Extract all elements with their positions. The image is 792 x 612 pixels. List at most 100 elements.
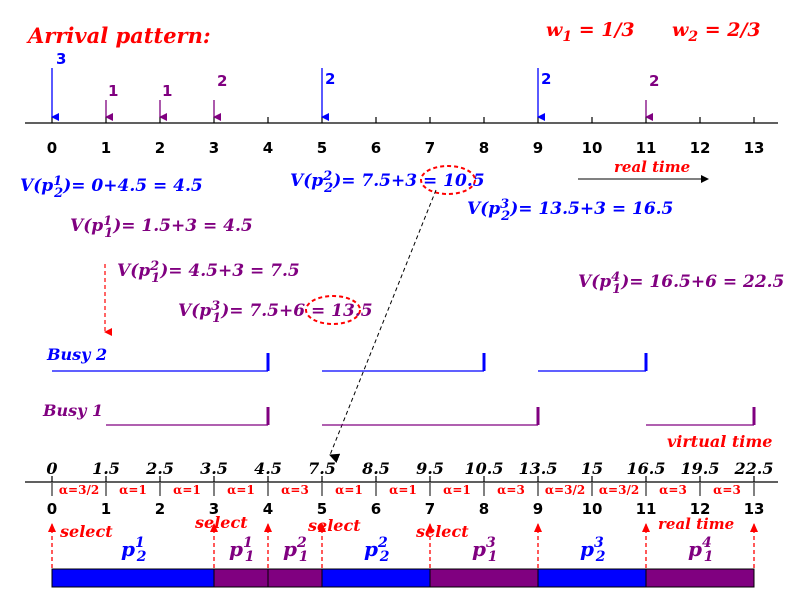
alpha-label: α=3 — [713, 483, 741, 497]
virtual-axis-tick-label: 15 — [581, 459, 603, 478]
top-axis-tick-label: 3 — [209, 139, 219, 157]
select-arrowhead — [426, 523, 434, 532]
virtual-axis-tick-label: 13.5 — [519, 459, 558, 478]
bottom-axis-tick-label: 4 — [263, 500, 273, 518]
virtual-axis-tick-label: 9.5 — [416, 459, 444, 478]
formula-v-p1-2: V(p2 1)= 4.5+3 = 7.5 — [117, 259, 300, 286]
top-axis-tick-label: 6 — [371, 139, 381, 157]
top-axis-tick-label: 7 — [425, 139, 435, 157]
bottom-axis-tick-label: 3 — [209, 500, 219, 518]
select-arrowhead — [750, 523, 758, 532]
formula-v-p1-4: V(p4 1)= 16.5+6 = 22.5 — [578, 270, 784, 297]
select-markers: select select select select — [48, 513, 758, 568]
schedule-segment — [51, 568, 215, 588]
arrival-markers: 3 1 1 2 2 2 2 — [51, 50, 659, 121]
select-arrowhead — [642, 523, 650, 532]
top-axis-tick-label: 5 — [317, 139, 327, 157]
bottom-axis-tick-label: 6 — [371, 500, 381, 518]
service-schedule: p1 2 p1 1 p2 1 p2 2 p3 1 p3 2 p4 1 — [51, 535, 755, 588]
schedule-segment — [321, 568, 431, 588]
arrival-count: 1 — [108, 82, 118, 100]
arrival-count: 3 — [56, 50, 66, 68]
alpha-labels: α=3/2 α=1 α=1 α=1 α=3 α=1 α=1 α=1 α=3 α=3/2 α=3/2 α… — [51, 483, 755, 497]
busy-2-periods — [52, 353, 648, 372]
bottom-real-time-axis: 0 1 2 3 4 5 6 7 8 9 10 11 12 13 — [47, 500, 765, 518]
virtual-axis-tick-label: 4.5 — [254, 459, 282, 478]
arrival-count: 2 — [649, 72, 659, 90]
alpha-label: α=3 — [659, 483, 687, 497]
arrival-count: 2 — [541, 70, 551, 88]
bottom-axis-tick-label: 12 — [690, 500, 711, 518]
alpha-label: α=1 — [443, 483, 471, 497]
alpha-label: α=3/2 — [599, 483, 639, 497]
bottom-axis-tick-label: 0 — [47, 500, 57, 518]
virtual-axis-tick-label: 7.5 — [308, 459, 336, 478]
bottom-axis-tick-label: 2 — [155, 500, 165, 518]
top-axis-tick-label: 0 — [47, 139, 57, 157]
alpha-label: α=1 — [227, 483, 255, 497]
top-axis-tick-label: 11 — [636, 139, 657, 157]
diagram-title: Arrival pattern: — [26, 23, 211, 48]
schedule-segment — [537, 568, 647, 588]
bottom-axis-tick-label: 7 — [425, 500, 435, 518]
select-arrowhead — [318, 523, 326, 532]
schedule-packet-label: p1 2 — [121, 535, 147, 565]
alpha-label: α=3/2 — [545, 483, 585, 497]
weight-w2: w2 = 2/3 — [672, 19, 761, 45]
virtual-time-label: virtual time — [667, 432, 772, 451]
formula-v-p2-2: V(p2 2)= 7.5+3 = 10.5 — [290, 169, 485, 196]
bottom-axis-tick-label: 1 — [101, 500, 111, 518]
select-arrowhead — [534, 523, 542, 532]
weight-w1: w1 = 1/3 — [546, 19, 635, 45]
real-time-indicator: real time — [578, 158, 709, 183]
top-axis-tick-label: 8 — [479, 139, 489, 157]
alpha-label: α=3 — [497, 483, 525, 497]
bottom-axis-tick-label: 5 — [317, 500, 327, 518]
schedule-segment — [213, 568, 269, 588]
select-arrowhead — [48, 523, 56, 532]
virtual-axis-tick-label: 2.5 — [145, 459, 174, 478]
highlight-circle-10-5 — [420, 165, 476, 195]
bottom-axis-tick-label: 10 — [582, 500, 603, 518]
top-axis-tick-label: 13 — [744, 139, 765, 157]
select-arrowhead — [264, 523, 272, 532]
busy-2-label: Busy 2 — [46, 345, 107, 364]
alpha-label: α=3/2 — [59, 483, 99, 497]
schedule-segment — [645, 568, 755, 588]
virtual-axis-tick-label: 16.5 — [627, 459, 666, 478]
top-axis-tick-label: 2 — [155, 139, 165, 157]
mapping-arrow — [329, 189, 437, 463]
busy-1-periods — [106, 407, 756, 426]
busy-1-label: Busy 1 — [42, 401, 103, 420]
select-label: select — [194, 513, 248, 532]
formula-v-p2-3: V(p3 2)= 13.5+3 = 16.5 — [467, 197, 673, 224]
schedule-packet-label: p1 1 — [229, 535, 254, 565]
top-axis-tick-label: 1 — [101, 139, 111, 157]
virtual-axis-tick-label: 8.5 — [361, 459, 390, 478]
top-axis-tick-label: 9 — [533, 139, 543, 157]
virtual-axis-tick-label: 3.5 — [200, 459, 228, 478]
virtual-axis-tick-label: 19.5 — [681, 459, 720, 478]
schedule-segment — [429, 568, 539, 588]
select-label: select — [59, 522, 113, 541]
alpha-label: α=3 — [281, 483, 309, 497]
alpha-label: α=1 — [119, 483, 147, 497]
alpha-label: α=1 — [389, 483, 417, 497]
virtual-axis-tick-label: 0 — [46, 459, 57, 478]
schedule-packet-label: p2 1 — [283, 535, 308, 565]
schedule-packet-label: p3 1 — [472, 535, 497, 565]
top-axis-tick-label: 4 — [263, 139, 273, 157]
top-axis-tick-label: 12 — [690, 139, 711, 157]
schedule-segment — [267, 568, 323, 588]
bottom-axis-tick-label: 13 — [744, 500, 765, 518]
top-axis-tick-label: 10 — [582, 139, 603, 157]
arrival-count: 2 — [217, 72, 227, 90]
arrival-count: 2 — [325, 70, 335, 88]
alpha-label: α=1 — [173, 483, 201, 497]
virtual-axis-tick-label: 10.5 — [465, 459, 504, 478]
bottom-axis-tick-label: 8 — [479, 500, 489, 518]
bottom-real-time-label: real time — [658, 515, 734, 533]
highlight-circle-13-5 — [305, 295, 361, 325]
virtual-finish-formulas: V(p1 2)= 0+4.5 = 4.5 V(p1 1)= 1.5+3 = 4.5 V(… — [20, 169, 784, 326]
